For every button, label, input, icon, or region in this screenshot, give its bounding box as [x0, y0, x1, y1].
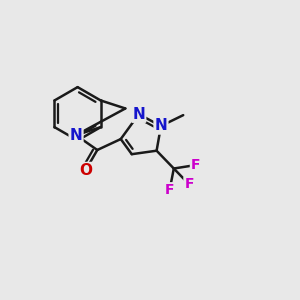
- Text: F: F: [184, 177, 194, 191]
- Text: F: F: [191, 158, 200, 172]
- Text: N: N: [70, 128, 83, 142]
- Text: F: F: [165, 183, 174, 197]
- Text: N: N: [154, 118, 167, 134]
- Text: O: O: [79, 163, 92, 178]
- Text: N: N: [132, 107, 145, 122]
